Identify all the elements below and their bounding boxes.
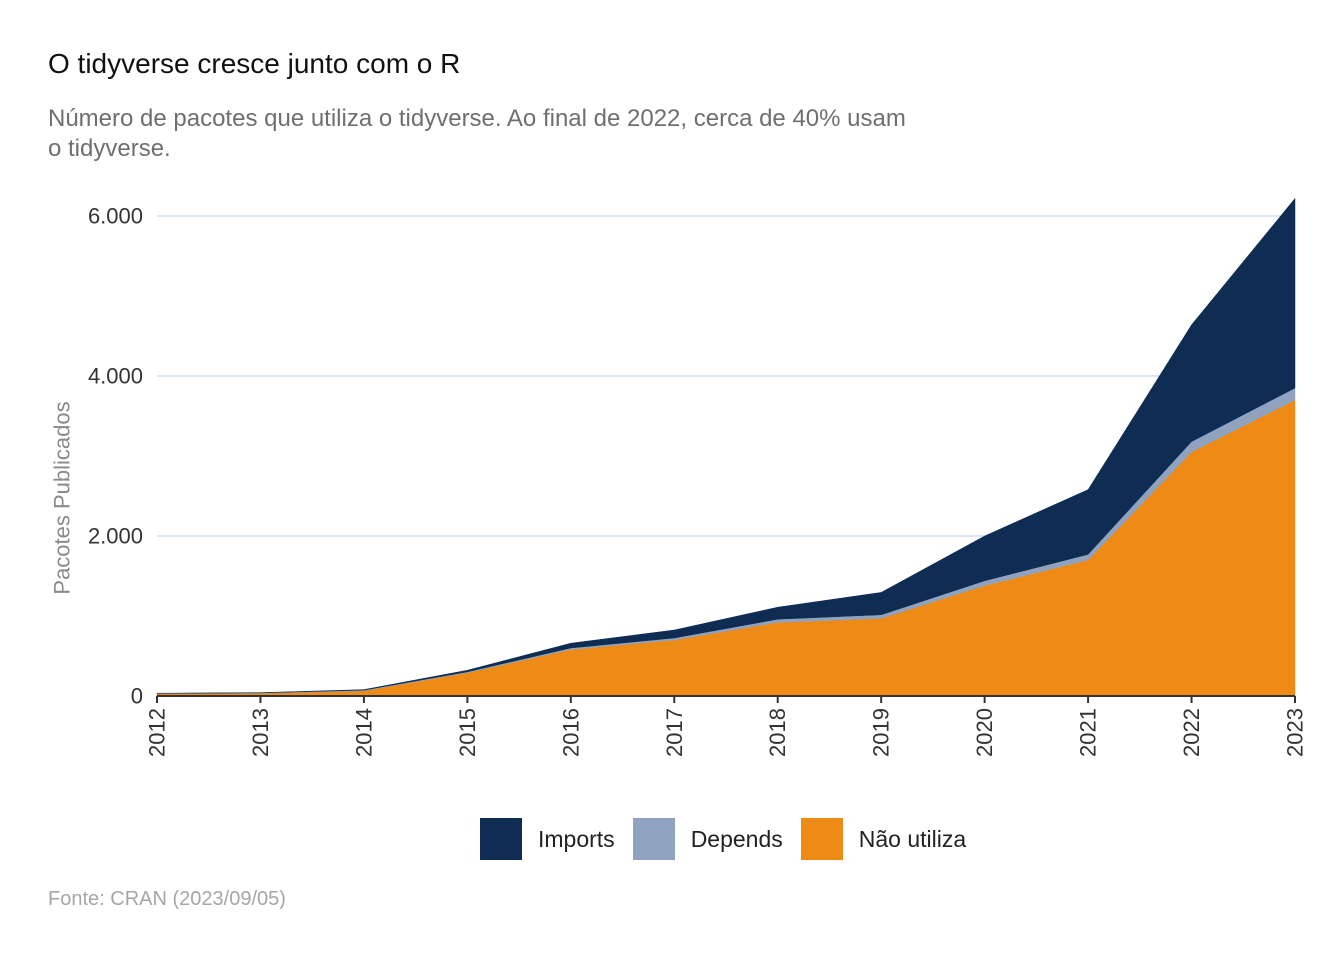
x-tick-label-2022: 2022 bbox=[1179, 708, 1204, 757]
legend-swatch-depends bbox=[632, 818, 675, 860]
x-tick-label-2021: 2021 bbox=[1076, 708, 1101, 757]
y-tick-label-0: 0 bbox=[131, 684, 143, 709]
x-tick-label-2012: 2012 bbox=[145, 708, 170, 757]
source-caption: Fonte: CRAN (2023/09/05) bbox=[48, 888, 286, 910]
x-tick-label-2020: 2020 bbox=[972, 708, 997, 757]
x-tick-label-2013: 2013 bbox=[248, 708, 273, 757]
y-axis-title: Pacotes Publicados bbox=[50, 401, 75, 594]
x-tick-label-2016: 2016 bbox=[558, 708, 583, 757]
legend-swatch-imports bbox=[480, 818, 522, 860]
x-tick-label-2014: 2014 bbox=[351, 708, 376, 757]
legend-item-depends: Depends bbox=[632, 818, 783, 860]
x-tick-label-2023: 2023 bbox=[1283, 708, 1308, 757]
legend-item-n-o-utiliza: Não utiliza bbox=[800, 818, 967, 860]
chart-title: O tidyverse cresce junto com o R bbox=[48, 48, 461, 79]
legend: Imports Depends Não utiliza bbox=[480, 818, 966, 860]
chart-subtitle: Número de pacotes que utiliza o tidyvers… bbox=[48, 105, 906, 162]
y-tick-label-3: 6.000 bbox=[88, 204, 143, 229]
x-tick-label-2017: 2017 bbox=[662, 708, 687, 757]
y-tick-label-1: 2.000 bbox=[88, 524, 143, 549]
legend-label-n-o-utiliza: Não utiliza bbox=[858, 825, 967, 852]
legend-label-depends: Depends bbox=[690, 825, 783, 852]
area-imports bbox=[156, 197, 1296, 694]
legend-item-imports: Imports bbox=[480, 818, 615, 860]
legend-swatch-n-o-utiliza bbox=[800, 818, 843, 860]
legend-label-imports: Imports bbox=[538, 825, 615, 852]
x-tick-label-2015: 2015 bbox=[455, 708, 480, 757]
x-tick-label-2018: 2018 bbox=[765, 708, 790, 757]
x-tick-label-2019: 2019 bbox=[869, 708, 894, 757]
y-tick-label-2: 4.000 bbox=[88, 364, 143, 389]
